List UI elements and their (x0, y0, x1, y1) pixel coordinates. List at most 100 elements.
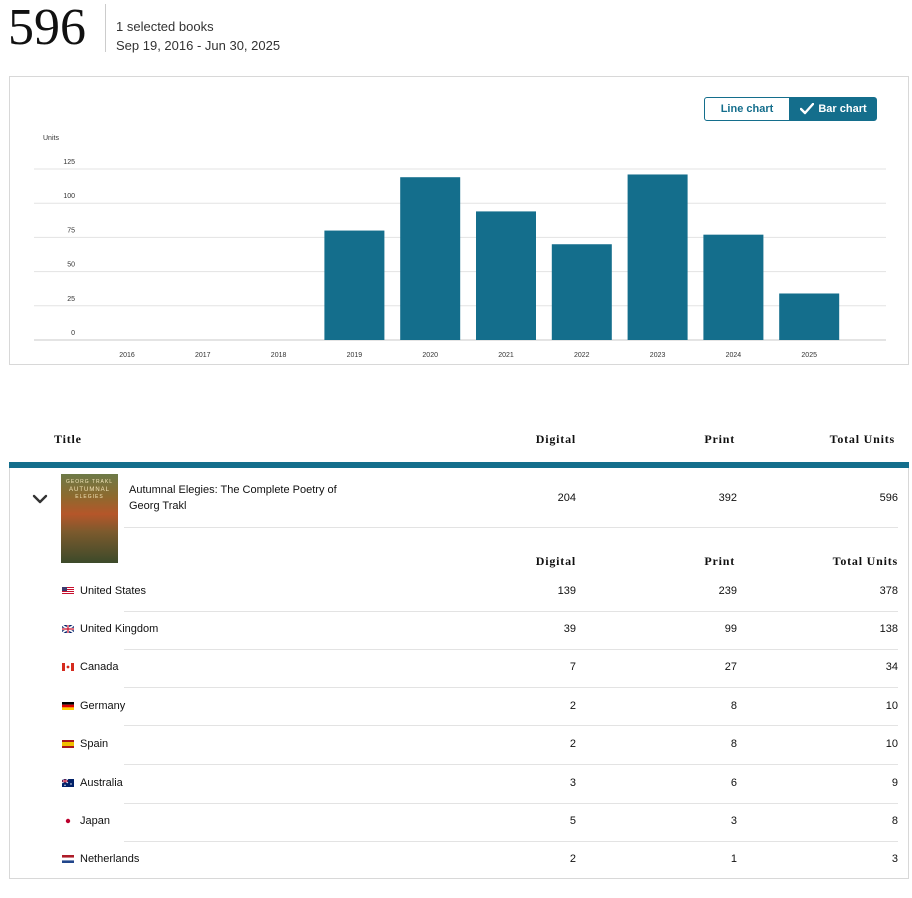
country-digital-units: 7 (569, 661, 576, 673)
germany-flag-icon (62, 702, 74, 710)
bar-2021 (476, 211, 536, 340)
x-tick-label: 2024 (726, 352, 742, 359)
chart-panel (9, 76, 909, 365)
country-name: Australia (80, 777, 123, 789)
selected-row-indicator (9, 462, 909, 468)
canada-flag-icon (62, 663, 74, 671)
table-row: Canada 7 27 34 (0, 661, 912, 706)
country-name: United Kingdom (80, 623, 159, 635)
country-print-units: 6 (730, 777, 737, 789)
country-digital-units: 2 (569, 738, 576, 750)
header-divider (105, 4, 106, 52)
table-row: Spain 2 8 10 (0, 738, 912, 783)
sub-header-print: Print (704, 554, 735, 568)
japan-flag-icon (62, 817, 74, 825)
country-print-units: 239 (718, 585, 737, 597)
bar-2022 (551, 244, 612, 340)
column-header-digital[interactable]: Digital (535, 432, 576, 446)
x-tick-label: 2020 (422, 352, 438, 359)
chart-type-toggle: Line chart Bar chart (704, 97, 877, 121)
y-axis-label: Units (43, 135, 59, 142)
book-print-units: 392 (718, 492, 737, 504)
y-tick-label: 100 (63, 193, 75, 200)
country-name: Netherlands (80, 853, 140, 865)
bar-2025 (779, 293, 840, 340)
bar-chart-button[interactable]: Bar chart (790, 97, 877, 121)
country-total-units: 8 (891, 815, 898, 827)
book-row-divider (124, 527, 898, 528)
cover-author-text: GEORG TRAKL (65, 479, 114, 485)
units-bar-chart: Units 0 25 50 75 100 125 2016 2017 2018 2019 2020 20… (34, 135, 886, 359)
row-divider (124, 725, 898, 726)
x-tick-label: 2019 (347, 352, 363, 359)
x-tick-label: 2016 (119, 352, 135, 359)
total-units-number: 596 (8, 0, 86, 56)
book-cover-image[interactable]: GEORG TRAKL AUTUMNAL ELEGIES (61, 474, 118, 563)
table-row: Japan 5 3 8 (0, 815, 912, 860)
book-digital-units: 204 (557, 492, 576, 504)
table-row: Germany 2 8 10 (0, 700, 912, 745)
chevron-down-icon[interactable] (30, 490, 50, 508)
country-digital-units: 2 (569, 700, 576, 712)
us-flag-icon (62, 587, 74, 595)
x-tick-label: 2025 (801, 352, 817, 359)
table-row: Netherlands 2 1 3 (0, 853, 912, 898)
table-row: Australia 3 6 9 (0, 777, 912, 822)
row-divider (124, 649, 898, 650)
netherlands-flag-icon (62, 855, 74, 863)
bar-2024 (703, 234, 764, 340)
country-name: Germany (80, 700, 126, 712)
country-print-units: 8 (730, 700, 737, 712)
x-tick-label: 2021 (498, 352, 514, 359)
book-title[interactable]: Autumnal Elegies: The Complete Poetry of… (129, 484, 337, 512)
row-divider (124, 841, 898, 842)
country-name: Canada (80, 661, 119, 673)
country-total-units: 378 (879, 585, 898, 597)
row-divider (124, 687, 898, 688)
country-digital-units: 2 (569, 853, 576, 865)
book-total-units: 596 (879, 492, 898, 504)
cover-subtitle-text: ELEGIES (75, 494, 104, 500)
table-row: United Kingdom 39 99 138 (0, 623, 912, 668)
sub-header-total-units: Total Units (832, 554, 898, 568)
selected-books-label: 1 selected books (116, 19, 214, 34)
column-header-print[interactable]: Print (704, 432, 735, 446)
x-tick-label: 2022 (574, 352, 590, 359)
country-total-units: 10 (885, 700, 898, 712)
country-print-units: 3 (730, 815, 737, 827)
country-total-units: 3 (891, 853, 898, 865)
x-tick-label: 2017 (195, 352, 211, 359)
country-print-units: 1 (730, 853, 737, 865)
country-digital-units: 139 (557, 585, 576, 597)
country-print-units: 8 (730, 738, 737, 750)
checkmark-icon (800, 103, 815, 115)
country-print-units: 99 (724, 623, 737, 635)
bar-2020 (400, 177, 461, 340)
bar-2023 (627, 174, 688, 340)
country-total-units: 34 (885, 661, 898, 673)
y-tick-label: 25 (67, 296, 75, 303)
cover-title-text: AUTUMNAL (68, 487, 110, 493)
sub-header-digital: Digital (535, 554, 576, 568)
country-total-units: 9 (891, 777, 898, 789)
country-name: Spain (80, 738, 109, 750)
row-divider (124, 611, 898, 612)
y-tick-label: 125 (63, 159, 75, 166)
bar-chart-label: Bar chart (818, 103, 867, 115)
row-divider (124, 803, 898, 804)
country-name: United States (80, 585, 147, 597)
x-tick-label: 2023 (650, 352, 666, 359)
spain-flag-icon (62, 740, 74, 748)
date-range-label: Sep 19, 2016 - Jun 30, 2025 (116, 38, 281, 53)
country-print-units: 27 (724, 661, 737, 673)
column-header-title[interactable]: Title (54, 432, 82, 446)
x-tick-label: 2018 (271, 352, 287, 359)
column-header-total-units[interactable]: Total Units (829, 432, 895, 446)
bar-2019 (324, 230, 385, 340)
country-digital-units: 3 (569, 777, 576, 789)
y-tick-label: 0 (71, 330, 75, 337)
line-chart-button[interactable]: Line chart (704, 97, 790, 121)
y-tick-label: 75 (67, 227, 75, 234)
uk-flag-icon (62, 625, 74, 633)
country-digital-units: 39 (563, 623, 576, 635)
